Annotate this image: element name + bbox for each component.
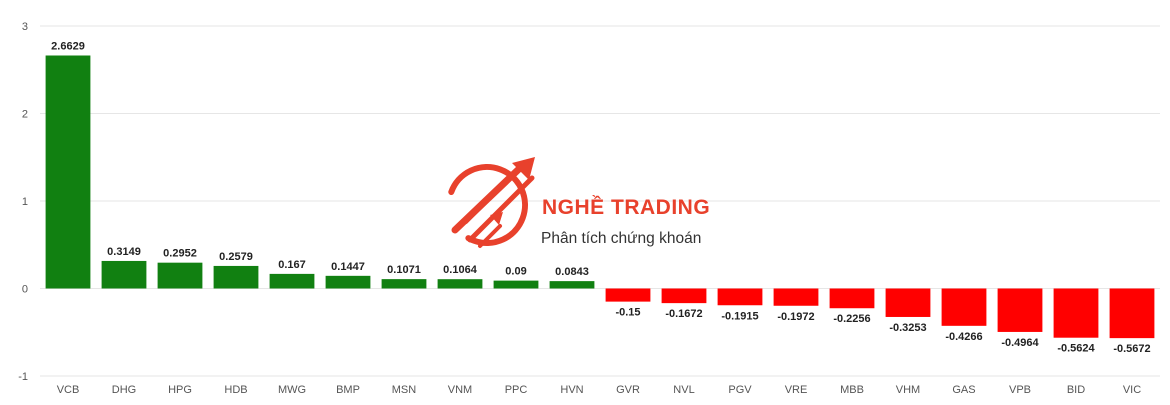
data-label: -0.1972 [777,311,814,323]
x-tick-label: VRE [785,384,808,396]
x-tick-label: HPG [168,384,192,396]
data-label: 0.1447 [331,261,365,273]
bars [45,55,1155,339]
data-label: 0.167 [278,259,306,271]
data-label: 0.1064 [443,264,478,276]
data-label: 0.2952 [163,248,197,260]
bar-bid [1053,288,1099,338]
bar-vhm [885,288,931,317]
x-tick-label: DHG [112,384,136,396]
x-tick-label: MWG [278,384,306,396]
watermark: NGHỀ TRADING Phân tích chứng khoán [446,157,710,248]
x-tick-label: VHM [896,384,920,396]
x-tick-label: HVN [560,384,583,396]
x-tick-label: PPC [505,384,528,396]
trading-logo-icon [446,157,535,248]
x-tick-label: MBB [840,384,864,396]
data-label: -0.1672 [665,308,702,320]
bar-mbb [829,288,875,309]
bar-vre [773,288,819,306]
bar-nvl [661,288,707,304]
data-label: -0.1915 [721,310,758,322]
x-tick-label: PGV [728,384,752,396]
bar-vnm [437,279,483,289]
y-tick-label: -1 [18,371,28,383]
bar-pgv [717,288,763,306]
bar-vcb [45,55,91,289]
x-axis: VCB DHG HPG HDB MWG BMP MSN VNM PPC HVN GVR NVL PGV V… [57,384,1142,396]
x-tick-label: HDB [224,384,247,396]
x-tick-label: MSN [392,384,417,396]
x-tick-label: VCB [57,384,80,396]
x-tick-label: GVR [616,384,640,396]
y-axis: 3 2 1 0 -1 [18,21,28,383]
data-label: 2.6629 [51,40,85,52]
y-tick-label: 2 [22,109,28,121]
x-tick-label: BID [1067,384,1085,396]
data-label: -0.4266 [945,331,982,343]
watermark-tagline: Phân tích chứng khoán [541,230,701,247]
watermark-brand: NGHỀ TRADING [542,196,710,219]
x-tick-label: NVL [673,384,694,396]
y-tick-label: 0 [22,284,28,296]
data-label: -0.4964 [1001,337,1039,349]
bar-gas [941,288,987,326]
data-label: 0.3149 [107,246,141,258]
x-tick-label: BMP [336,384,360,396]
x-tick-label: GAS [952,384,975,396]
data-label: -0.5672 [1113,343,1150,355]
data-label: 0.0843 [555,266,589,278]
bar-gvr [605,288,651,302]
data-labels: 2.6629 0.3149 0.2952 0.2579 0.167 0.1447 0.107… [51,40,1150,355]
x-tick-label: VNM [448,384,472,396]
bar-hdb [213,265,259,289]
bar-vpb [997,288,1043,332]
bar-ppc [493,280,539,289]
data-label: -0.3253 [889,322,926,334]
bar-msn [381,279,427,289]
data-label: -0.15 [615,307,640,319]
x-tick-label: VIC [1123,384,1141,396]
y-tick-label: 3 [22,21,28,33]
bar-hvn [549,281,595,289]
bar-hpg [157,262,203,289]
data-label: 0.1071 [387,264,421,276]
bar-vic [1109,288,1155,339]
x-tick-label: VPB [1009,384,1031,396]
y-tick-label: 1 [22,196,28,208]
data-label: -0.2256 [833,313,870,325]
bar-mwg [269,273,315,289]
bar-dhg [101,260,147,289]
data-label: 0.2579 [219,251,253,263]
bar-bmp [325,275,371,289]
data-label: 0.09 [505,266,526,278]
data-label: -0.5624 [1057,343,1095,355]
